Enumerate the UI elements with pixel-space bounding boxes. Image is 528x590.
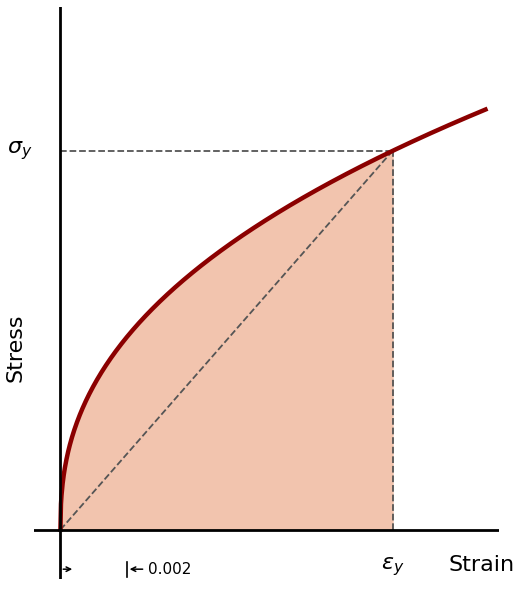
- Text: $\varepsilon_y$: $\varepsilon_y$: [381, 555, 404, 578]
- Text: $\sigma_y$: $\sigma_y$: [7, 139, 32, 162]
- Text: Stress: Stress: [5, 314, 25, 382]
- Text: Strain: Strain: [449, 555, 515, 575]
- Text: 0.002: 0.002: [148, 562, 192, 576]
